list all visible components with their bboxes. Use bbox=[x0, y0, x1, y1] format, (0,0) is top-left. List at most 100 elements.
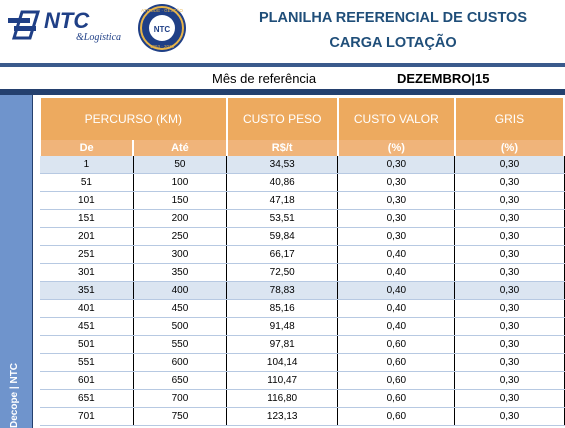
cell-gris: 0,30 bbox=[454, 209, 565, 228]
cell-custo-peso: 53,51 bbox=[226, 209, 339, 228]
seal-years: 1963 · 2013 bbox=[150, 44, 175, 49]
cell-gris: 0,30 bbox=[454, 407, 565, 426]
cell-de: 301 bbox=[40, 263, 134, 282]
cell-custo-peso: 104,14 bbox=[226, 353, 339, 372]
table-row: 651 700 116,80 0,60 0,30 bbox=[40, 389, 565, 408]
reference-month-label: Mês de referência bbox=[212, 71, 317, 86]
cell-de: 401 bbox=[40, 299, 134, 318]
page-title: PLANILHA REFERENCIAL DE CUSTOS bbox=[258, 10, 527, 26]
cell-de: 101 bbox=[40, 191, 134, 210]
frame-top-bar bbox=[0, 63, 565, 67]
seal-inner-text: NTC bbox=[154, 25, 171, 34]
cell-custo-valor: 0,40 bbox=[337, 245, 456, 264]
cell-custo-peso: 78,83 bbox=[226, 281, 339, 300]
seal-text: ATITUDE · GESTÃO bbox=[141, 7, 183, 13]
cell-custo-valor: 0,30 bbox=[337, 173, 456, 192]
table-row: 101 150 47,18 0,30 0,30 bbox=[40, 191, 565, 210]
cell-ate: 750 bbox=[133, 407, 228, 426]
cell-de: 151 bbox=[40, 209, 134, 228]
cell-custo-peso: 59,84 bbox=[226, 227, 339, 246]
cell-de: 251 bbox=[40, 245, 134, 264]
cell-de: 551 bbox=[40, 353, 134, 372]
cell-de: 451 bbox=[40, 317, 134, 336]
cell-de: 651 bbox=[40, 389, 134, 408]
logo-text: NTC bbox=[44, 8, 90, 33]
cell-custo-peso: 40,86 bbox=[226, 173, 339, 192]
cell-gris: 0,30 bbox=[454, 335, 565, 354]
table-row: 251 300 66,17 0,40 0,30 bbox=[40, 245, 565, 264]
side-label: Decope | NTC bbox=[9, 362, 20, 428]
cell-custo-peso: 47,18 bbox=[226, 191, 339, 210]
cell-ate: 250 bbox=[133, 227, 228, 246]
cell-ate: 450 bbox=[133, 299, 228, 318]
cell-custo-peso: 66,17 bbox=[226, 245, 339, 264]
cell-gris: 0,30 bbox=[454, 353, 565, 372]
cell-custo-valor: 0,40 bbox=[337, 281, 456, 300]
frame-divider bbox=[0, 89, 565, 95]
cell-gris: 0,30 bbox=[454, 371, 565, 390]
table-row: 701 750 123,13 0,60 0,30 bbox=[40, 407, 565, 426]
cell-ate: 600 bbox=[133, 353, 228, 372]
table-row: 451 500 91,48 0,40 0,30 bbox=[40, 317, 565, 336]
subheader-pct-gris: (%) bbox=[453, 140, 565, 156]
side-panel: Decope | NTC bbox=[0, 95, 33, 428]
cell-gris: 0,30 bbox=[454, 317, 565, 336]
table-row: 401 450 85,16 0,40 0,30 bbox=[40, 299, 565, 318]
cell-custo-valor: 0,40 bbox=[337, 317, 456, 336]
cell-custo-valor: 0,30 bbox=[337, 227, 456, 246]
cell-ate: 100 bbox=[133, 173, 228, 192]
subheader-rs-t: R$/t bbox=[225, 140, 339, 156]
table-row: 501 550 97,81 0,60 0,30 bbox=[40, 335, 565, 354]
cell-ate: 550 bbox=[133, 335, 228, 354]
table-row: 601 650 110,47 0,60 0,30 bbox=[40, 371, 565, 390]
cell-custo-peso: 123,13 bbox=[226, 407, 339, 426]
ntc-logo-icon bbox=[8, 10, 41, 40]
table-row: 351 400 78,83 0,40 0,30 bbox=[40, 281, 565, 300]
cell-ate: 50 bbox=[133, 156, 228, 174]
cell-custo-valor: 0,40 bbox=[337, 263, 456, 282]
cell-de: 701 bbox=[40, 407, 134, 426]
header-gris: GRIS bbox=[453, 98, 565, 140]
cell-gris: 0,30 bbox=[454, 191, 565, 210]
cell-gris: 0,30 bbox=[454, 227, 565, 246]
cell-de: 601 bbox=[40, 371, 134, 390]
cell-gris: 0,30 bbox=[454, 263, 565, 282]
cell-de: 1 bbox=[40, 156, 134, 174]
cell-ate: 700 bbox=[133, 389, 228, 408]
cell-de: 501 bbox=[40, 335, 134, 354]
cell-custo-peso: 110,47 bbox=[226, 371, 339, 390]
cell-gris: 0,30 bbox=[454, 389, 565, 408]
table-row: 551 600 104,14 0,60 0,30 bbox=[40, 353, 565, 372]
cell-custo-valor: 0,60 bbox=[337, 353, 456, 372]
ntc-logo: NTC &Logística bbox=[8, 4, 133, 52]
cell-custo-valor: 0,60 bbox=[337, 335, 456, 354]
cell-custo-peso: 34,53 bbox=[226, 156, 339, 174]
cell-gris: 0,30 bbox=[454, 281, 565, 300]
cell-gris: 0,30 bbox=[454, 245, 565, 264]
cell-custo-valor: 0,60 bbox=[337, 389, 456, 408]
table-row: 301 350 72,50 0,40 0,30 bbox=[40, 263, 565, 282]
cell-ate: 350 bbox=[133, 263, 228, 282]
cell-gris: 0,30 bbox=[454, 299, 565, 318]
cell-custo-peso: 97,81 bbox=[226, 335, 339, 354]
cell-de: 201 bbox=[40, 227, 134, 246]
table-row: 1 50 34,53 0,30 0,30 bbox=[40, 156, 565, 174]
subheader-ate: Até bbox=[132, 140, 228, 156]
cell-gris: 0,30 bbox=[454, 156, 565, 174]
logo-subtext: &Logística bbox=[76, 32, 122, 43]
cell-custo-peso: 85,16 bbox=[226, 299, 339, 318]
header-custo-valor: CUSTO VALOR bbox=[336, 98, 456, 140]
cell-gris: 0,30 bbox=[454, 173, 565, 192]
table-row: 51 100 40,86 0,30 0,30 bbox=[40, 173, 565, 192]
cell-de: 351 bbox=[40, 281, 134, 300]
reference-month-row: Mês de referência DEZEMBRO|15 bbox=[0, 67, 565, 89]
table-row: 151 200 53,51 0,30 0,30 bbox=[40, 209, 565, 228]
cell-de: 51 bbox=[40, 173, 134, 192]
header-custo-peso: CUSTO PESO bbox=[225, 98, 339, 140]
cell-ate: 200 bbox=[133, 209, 228, 228]
page-subtitle: CARGA LOTAÇÃO bbox=[329, 35, 457, 51]
table-row: 201 250 59,84 0,30 0,30 bbox=[40, 227, 565, 246]
reference-month-value: DEZEMBRO|15 bbox=[397, 71, 490, 86]
cell-ate: 150 bbox=[133, 191, 228, 210]
cell-ate: 400 bbox=[133, 281, 228, 300]
